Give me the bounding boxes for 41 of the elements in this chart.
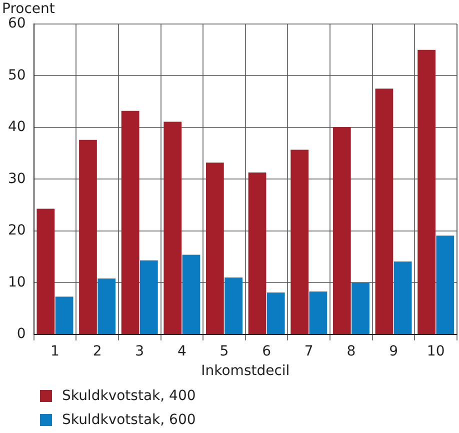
bar: [224, 277, 242, 334]
bar: [79, 140, 97, 334]
x-tick-label: 2: [92, 343, 102, 360]
bar: [164, 122, 182, 334]
x-tick-label: 3: [135, 343, 144, 360]
x-tick-label: 10: [426, 343, 445, 360]
bar: [121, 110, 140, 334]
bar: [436, 236, 454, 334]
bar: [98, 278, 116, 334]
y-tick-label: 10: [8, 274, 26, 290]
bar: [206, 162, 224, 334]
y-tick-label: 20: [8, 222, 26, 239]
y-tick-label: 40: [8, 119, 26, 136]
bar: [55, 296, 74, 334]
y-tick-label: 30: [8, 170, 26, 187]
x-tick-label: 4: [177, 343, 186, 360]
y-tick-label: 60: [8, 16, 26, 32]
legend-label: Skuldkvotstak, 400: [62, 388, 196, 404]
bar: [248, 172, 266, 334]
bar: [266, 292, 285, 334]
bar: [182, 254, 200, 334]
bar: [418, 50, 436, 334]
x-axis-title: Inkomstdecil: [201, 363, 290, 380]
y-axis-title: Procent: [2, 1, 56, 17]
x-tick-label: 8: [346, 343, 356, 360]
x-tick-label: 5: [220, 343, 229, 360]
y-tick-label: 50: [8, 67, 26, 84]
x-tick-label: 6: [262, 343, 272, 360]
bar: [140, 260, 158, 334]
legend-label: Skuldkvotstak, 600: [62, 412, 196, 428]
bar: [375, 88, 394, 334]
x-tick-label: 7: [304, 343, 314, 360]
y-tick-label: 0: [16, 326, 26, 342]
bar: [332, 126, 351, 334]
bar: [290, 150, 309, 334]
bar: [36, 208, 55, 334]
x-tick-label: 1: [50, 343, 60, 360]
x-tick-label: 9: [389, 343, 398, 360]
bar: [394, 261, 412, 334]
bar: [352, 282, 370, 334]
bar: [309, 291, 328, 334]
